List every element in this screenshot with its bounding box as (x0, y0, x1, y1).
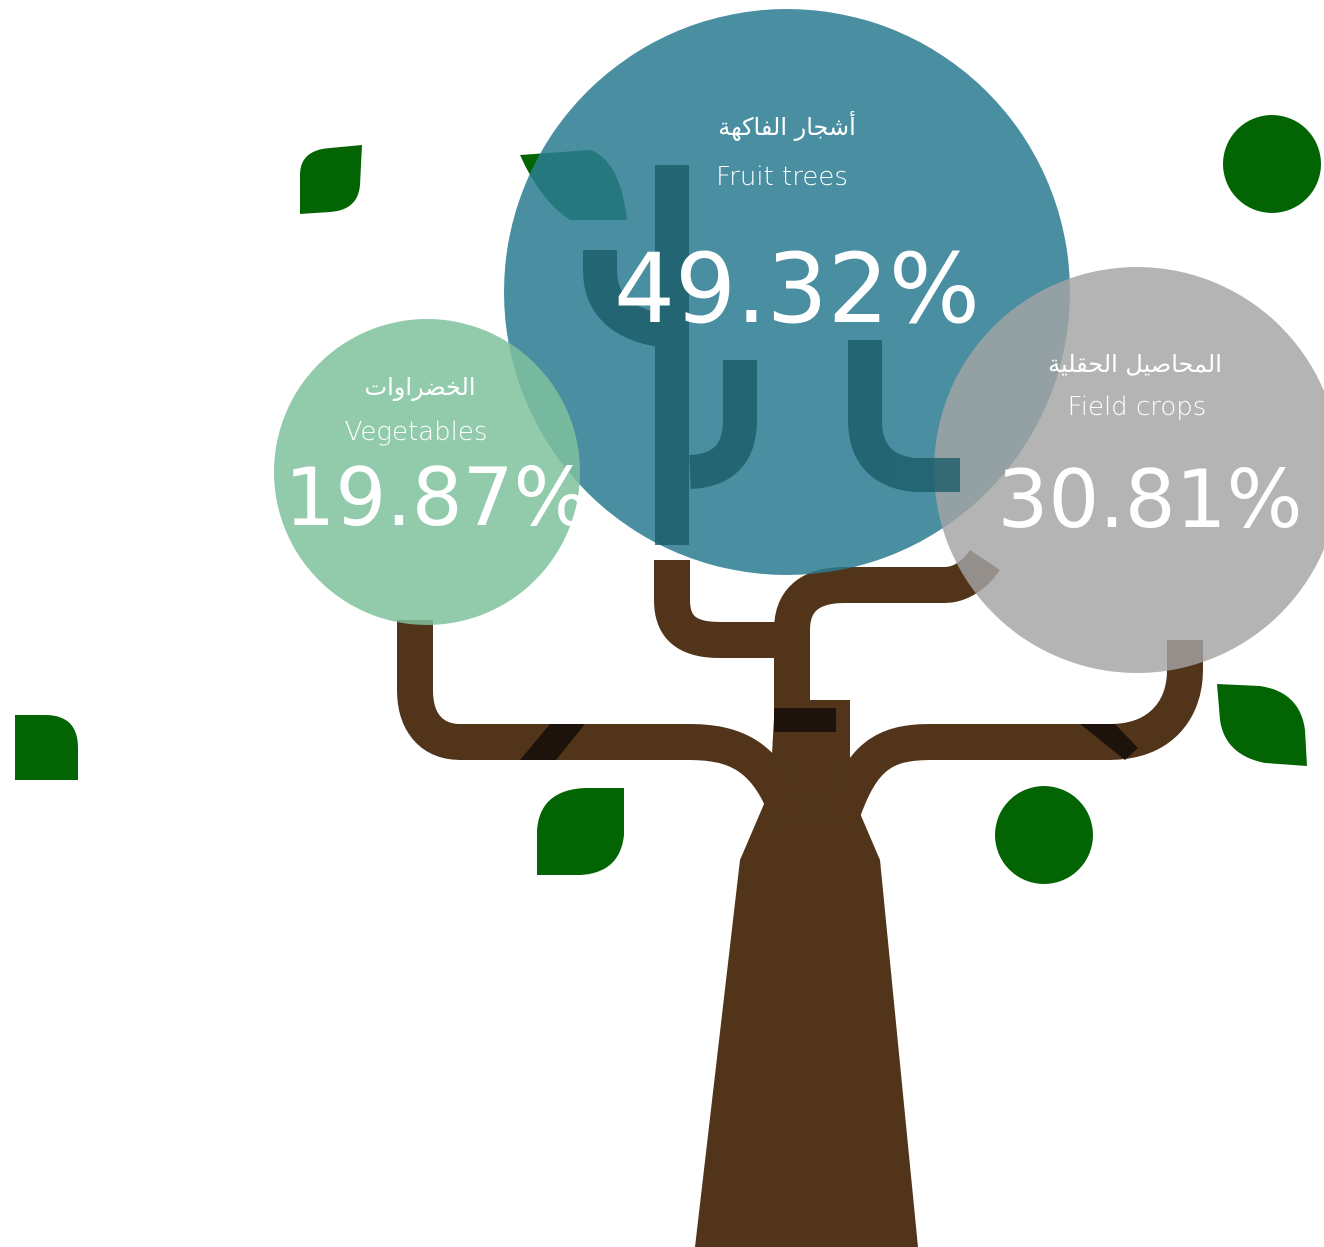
label-arabic: الخضراوات (364, 373, 475, 401)
percent: 49.32% (614, 233, 980, 345)
label-arabic: أشجار الفاكهة (718, 111, 856, 141)
label-english: Fruit trees (716, 162, 848, 192)
label-english: Field crops (1068, 392, 1207, 422)
percent: 19.87% (284, 451, 589, 544)
infographic: أشجار الفاكهة Fruit trees 49.32% الخضراو… (0, 0, 1324, 1247)
percent: 30.81% (997, 453, 1302, 546)
label-english: Vegetables (345, 417, 488, 447)
tree (415, 560, 1185, 1247)
label-arabic: المحاصيل الحقلية (1048, 350, 1222, 378)
